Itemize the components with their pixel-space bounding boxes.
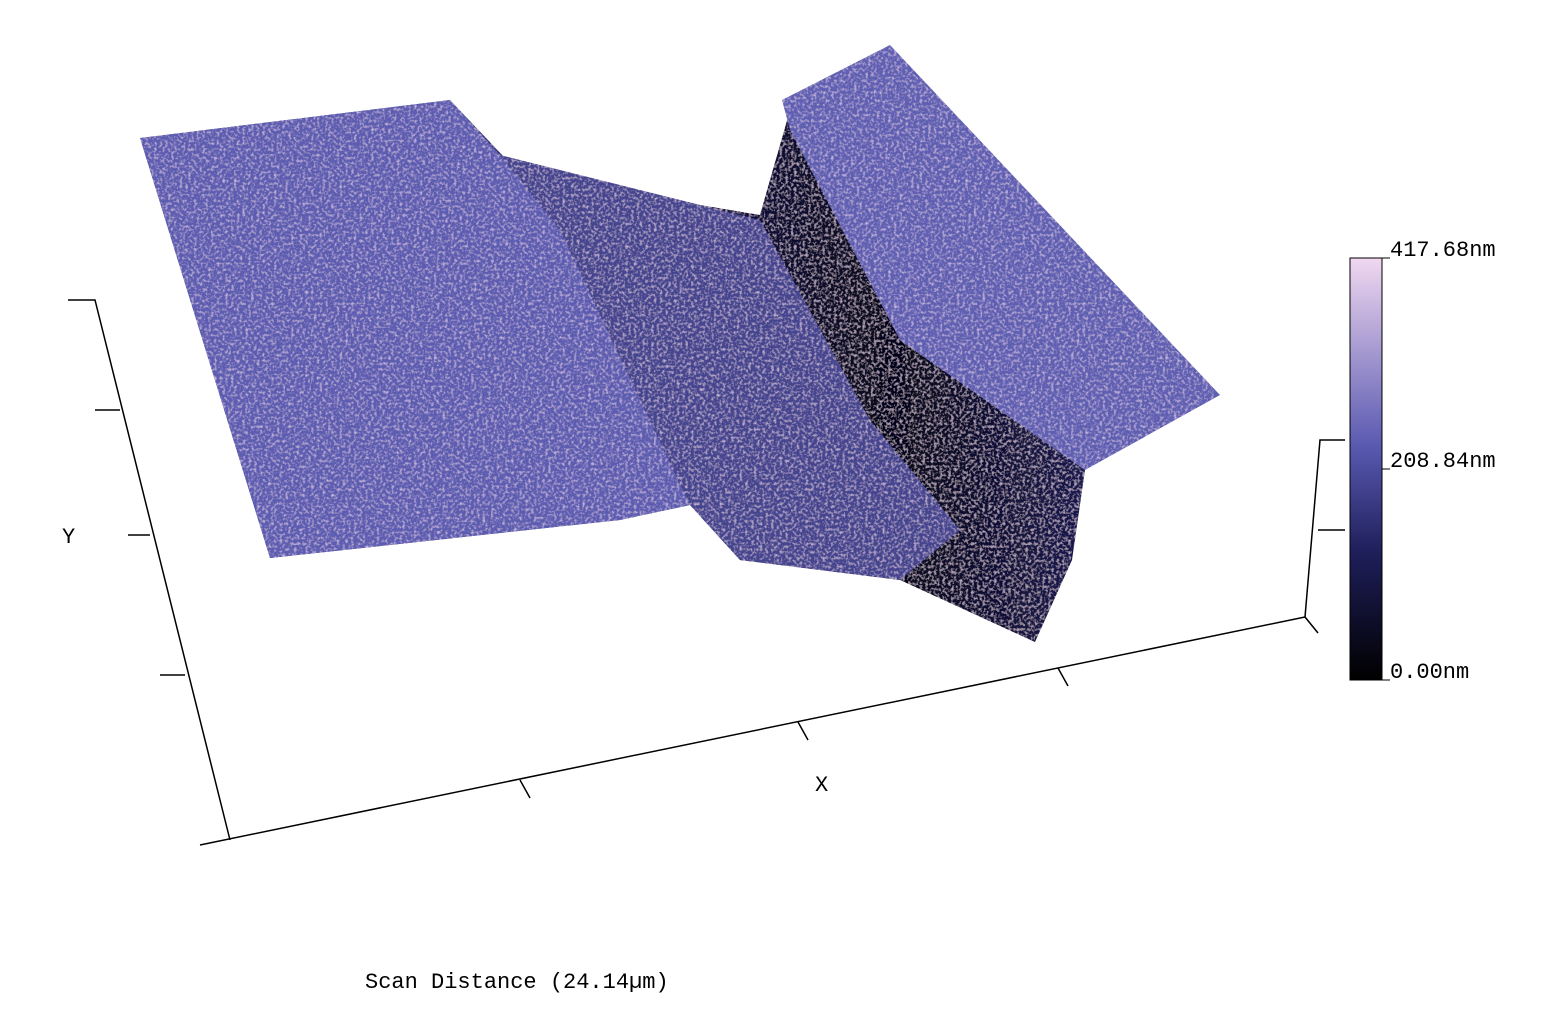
colorbar-tick-label: 208.84nm	[1390, 449, 1496, 474]
y-axis-label: Y	[62, 525, 75, 550]
colorbar	[1350, 258, 1382, 680]
page: {"axes": {"x": "X", "y": "Y", "z": "Z"},…	[0, 0, 1560, 1025]
surface	[140, 45, 1220, 642]
afm-view: Y X Z 0.00nm208.84nm417.68nm Scan Distan…	[0, 0, 1560, 1025]
scan-distance: Scan Distance (24.14µm)	[365, 970, 669, 995]
colorbar-ticks: 0.00nm 208.84nm 417.68nm	[1382, 238, 1496, 685]
colorbar-tick-label: 417.68nm	[1390, 238, 1496, 263]
colorbar-tick-label: 0.00nm	[1390, 660, 1469, 685]
x-axis-label: X	[815, 773, 828, 798]
